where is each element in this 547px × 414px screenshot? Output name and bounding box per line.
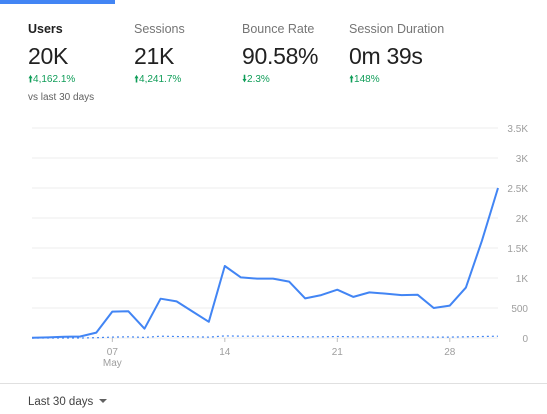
y-tick-label: 1K	[516, 274, 529, 285]
metric-value: 20K	[28, 43, 69, 69]
arrow-up-icon: 🠙	[28, 74, 34, 85]
footer-divider	[0, 383, 547, 384]
x-tick-sublabel: May	[103, 358, 122, 369]
metrics-tabs: Users 20K 🠙4,162.1% vs last 30 days Sess…	[0, 0, 547, 110]
metric-name: Sessions	[134, 22, 185, 36]
metric-value: 90.58%	[242, 43, 319, 69]
metric-delta: 🠛2.3%	[242, 74, 270, 85]
users-series-line	[31, 187, 499, 339]
tab-sessions[interactable]: Sessions 21K 🠙4,241.7%	[134, 22, 185, 89]
y-tick-label: 2K	[516, 214, 529, 225]
active-tab-indicator	[0, 0, 115, 4]
x-tick-label: 14	[219, 347, 231, 358]
y-tick-label: 3K	[516, 154, 529, 165]
metric-delta: 🠙148%	[349, 74, 380, 85]
x-tick-label: 28	[444, 347, 456, 358]
metric-name: Bounce Rate	[242, 22, 315, 36]
arrow-down-icon: 🠛	[242, 74, 248, 85]
metric-delta: 🠙4,162.1%	[28, 74, 76, 85]
dropdown-caret-icon	[99, 399, 108, 403]
x-tick-label: 21	[332, 347, 344, 358]
x-tick-label: 07	[107, 347, 119, 358]
date-range-dropdown[interactable]: Last 30 days	[28, 396, 108, 408]
tab-bounce-rate[interactable]: Bounce Rate 90.58% 🠛2.3%	[242, 22, 319, 89]
y-tick-label: 1.5K	[507, 244, 528, 255]
metric-name: Users	[28, 22, 63, 36]
metric-name: Session Duration	[349, 22, 445, 36]
y-tick-label: 2.5K	[507, 184, 528, 195]
y-tick-label: 0	[522, 334, 528, 345]
metric-value: 0m 39s	[349, 43, 423, 69]
metric-delta: 🠙4,241.7%	[134, 74, 182, 85]
date-range-label: Last 30 days	[28, 396, 94, 408]
tab-users[interactable]: Users 20K 🠙4,162.1% vs last 30 days	[28, 22, 94, 103]
tab-session-duration[interactable]: Session Duration 0m 39s 🠙148%	[349, 22, 444, 89]
y-tick-label: 3.5K	[507, 124, 528, 135]
comparison-label: vs last 30 days	[28, 92, 95, 103]
metric-value: 21K	[134, 43, 175, 69]
arrow-up-icon: 🠙	[349, 74, 355, 85]
arrow-up-icon: 🠙	[134, 74, 140, 85]
y-tick-label: 500	[511, 304, 528, 315]
